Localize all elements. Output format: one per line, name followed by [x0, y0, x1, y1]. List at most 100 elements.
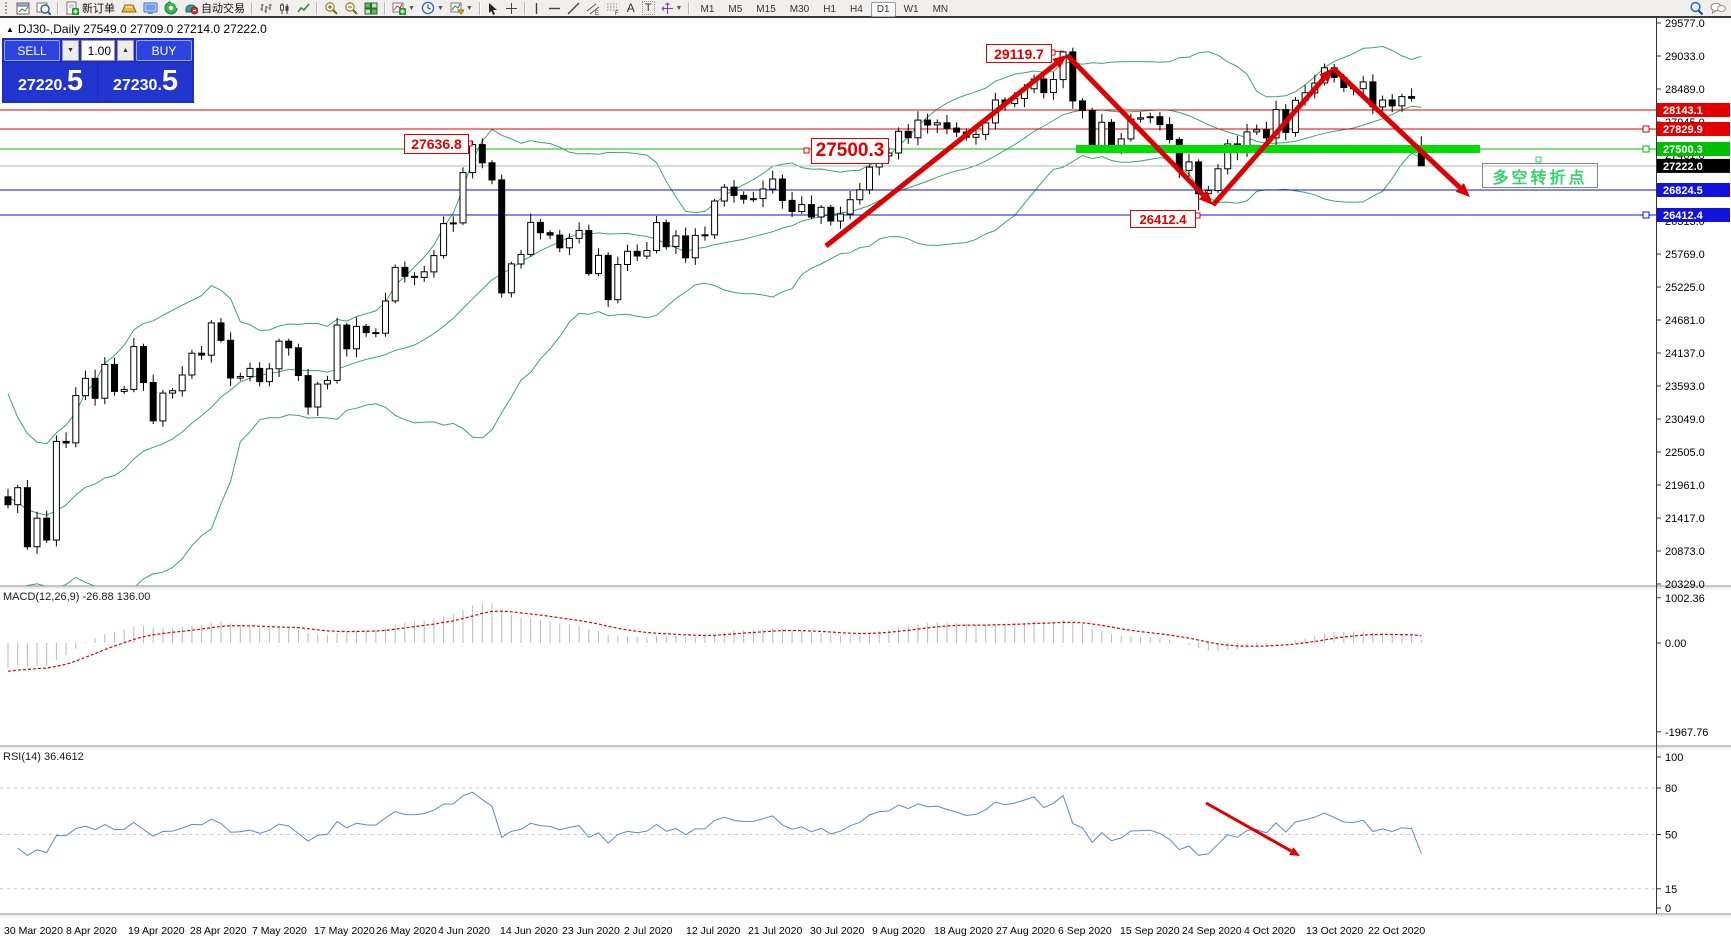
horizontal-line-icon: [548, 7, 560, 9]
price-badge-26412.4: [1657, 208, 1730, 222]
horizontal-line-button[interactable]: [545, 1, 564, 16]
candle-body: [595, 254, 602, 275]
timeframe-m1-button[interactable]: M1: [694, 2, 720, 17]
price-label-box[interactable]: 26412.4: [1130, 210, 1196, 228]
candle-body: [4, 496, 12, 506]
candle-body: [556, 234, 564, 249]
candle-body: [81, 377, 89, 397]
label-anchor-square[interactable]: [803, 147, 810, 154]
price-axis-label: 24681.0: [1665, 315, 1705, 327]
indicators-button[interactable]: ▼: [389, 1, 418, 16]
sell-button[interactable]: SELL: [4, 40, 60, 61]
new-chart-button[interactable]: [13, 1, 33, 16]
macd-axis-label: -1967.76: [1665, 727, 1708, 739]
candle-body: [246, 367, 254, 377]
line-chart-button[interactable]: [294, 1, 313, 16]
zoom-out-button[interactable]: [341, 1, 361, 16]
timeframe-m5-button[interactable]: M5: [722, 2, 748, 17]
sell-price[interactable]: 27220. 5: [4, 63, 97, 101]
rsi-pane[interactable]: [0, 787, 1656, 890]
candle-body: [227, 339, 235, 379]
timeframe-m30-button[interactable]: M30: [784, 2, 815, 17]
sell-price-main: 27220.: [17, 77, 67, 94]
price-label-box[interactable]: 29119.7: [986, 44, 1052, 63]
support-zone-bar[interactable]: [1076, 145, 1480, 153]
toolbar-separator: [57, 1, 59, 15]
candle-body: [575, 230, 583, 239]
price-axis-label: 25225.0: [1665, 282, 1705, 294]
buy-button[interactable]: BUY: [136, 40, 192, 61]
main-pane[interactable]: [0, 45, 1656, 599]
market-watch-button[interactable]: [33, 1, 54, 16]
periods-button[interactable]: ▼: [418, 1, 447, 16]
bar-chart-button[interactable]: [256, 1, 275, 16]
candle-chart-button[interactable]: [275, 1, 294, 16]
price-label-box[interactable]: 27500.3: [811, 138, 889, 164]
candles-layer: [4, 47, 1425, 554]
timeframe-mn-button[interactable]: MN: [927, 2, 955, 17]
price-axis-label: 21961.0: [1665, 480, 1705, 492]
timeframe-m15-button[interactable]: M15: [750, 2, 781, 17]
level-anchor-square[interactable]: [1642, 125, 1650, 133]
equidistant-channel-button[interactable]: E: [583, 1, 603, 16]
crosshair-button[interactable]: [502, 1, 521, 16]
arrows-button[interactable]: ▼: [658, 1, 686, 16]
volume-input[interactable]: 1.00: [81, 40, 115, 61]
buy-price-pip: 5: [161, 65, 179, 97]
candle-body: [788, 199, 796, 212]
trend-arrow-line: [1065, 53, 1206, 197]
candle-body: [120, 388, 128, 392]
timeframe-h4-button[interactable]: H4: [844, 2, 869, 17]
community-button[interactable]: [161, 1, 181, 16]
text-label-button[interactable]: T: [639, 1, 658, 16]
macd-pane[interactable]: [7, 603, 1422, 672]
buy-price[interactable]: 27230. 5: [99, 63, 192, 101]
metaeditor-button[interactable]: [140, 1, 161, 16]
timeframe-d1-button[interactable]: D1: [870, 2, 896, 17]
level-anchor-square[interactable]: [1642, 145, 1650, 153]
candle-body: [1079, 100, 1086, 112]
timeframe-w1-button[interactable]: W1: [898, 2, 925, 17]
text-button[interactable]: A: [623, 1, 639, 16]
date-axis-label: 4 Jun 2020: [438, 925, 490, 937]
toolbar-grip[interactable]: [5, 2, 10, 14]
candle-body: [749, 198, 757, 201]
candle-body: [314, 383, 322, 408]
candle-body: [682, 235, 690, 259]
new-order-button[interactable]: 新订单: [62, 1, 118, 16]
level-anchor-square[interactable]: [1642, 211, 1650, 219]
candle-body: [895, 130, 903, 154]
chat-button[interactable]: [1707, 1, 1729, 16]
volume-decrease-button[interactable]: ▼: [62, 40, 79, 61]
candle-body: [691, 234, 699, 259]
volume-increase-button[interactable]: ▲: [117, 40, 134, 61]
monitor-icon: [143, 2, 158, 14]
price-badge-26824.5: [1657, 183, 1730, 197]
candle-body: [672, 235, 680, 248]
price-label-box[interactable]: 27636.8: [404, 134, 469, 154]
trendline-button[interactable]: [564, 1, 583, 16]
annotation-anchor-square[interactable]: [1535, 156, 1542, 163]
rsi-label: RSI(14) 36.4612: [3, 751, 84, 763]
fibonacci-button[interactable]: F: [603, 1, 623, 16]
timeframe-h1-button[interactable]: H1: [817, 2, 842, 17]
turning-point-annotation[interactable]: 多空转折点: [1482, 163, 1598, 188]
cursor-button[interactable]: [484, 1, 502, 16]
date-axis-label: 14 Jun 2020: [500, 925, 558, 937]
search-button[interactable]: [1686, 1, 1707, 16]
date-axis-label: 17 May 2020: [314, 925, 375, 937]
vertical-line-button[interactable]: [529, 1, 545, 16]
trend-arrows[interactable]: [824, 53, 1470, 248]
zoom-in-button[interactable]: [321, 1, 341, 16]
date-axis-label: 15 Sep 2020: [1120, 925, 1180, 937]
date-axis-label: 13 Oct 2020: [1306, 925, 1363, 937]
autotrade-button[interactable]: 自动交易: [181, 1, 248, 16]
price-axis-label: 23049.0: [1665, 414, 1705, 426]
templates-button[interactable]: ▼: [447, 1, 476, 16]
candle-body: [440, 223, 448, 257]
candle-body: [469, 144, 477, 174]
dropdown-caret-icon: ▼: [436, 4, 444, 12]
gold-ingot-button[interactable]: [118, 1, 140, 16]
tile-windows-button[interactable]: [361, 1, 381, 16]
